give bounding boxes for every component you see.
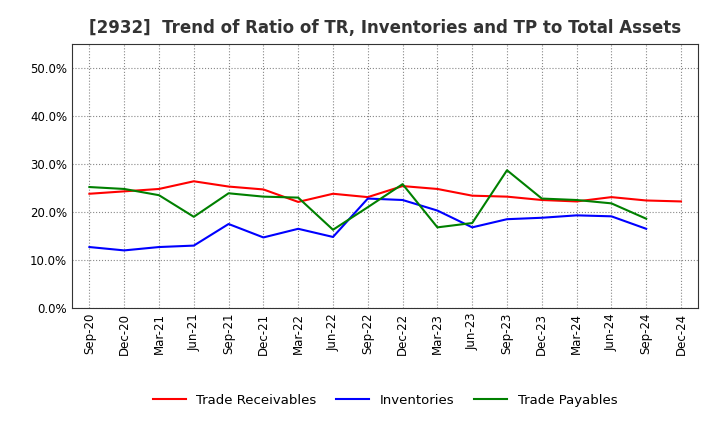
Trade Payables (642, 216, 651, 221)
Trade Payables (294, 195, 302, 200)
Trade Receivables (503, 194, 511, 199)
Trade Receivables (364, 194, 372, 200)
Trade Receivables (189, 179, 198, 184)
Trade Receivables (259, 187, 268, 192)
Trade Receivables (677, 199, 685, 204)
Trade Payables (328, 227, 337, 232)
Inventories (259, 235, 268, 240)
Inventories (537, 215, 546, 220)
Trade Receivables (225, 184, 233, 189)
Trade Receivables (642, 198, 651, 203)
Inventories (503, 216, 511, 222)
Trade Receivables (468, 193, 477, 198)
Inventories (364, 196, 372, 201)
Trade Payables (537, 196, 546, 201)
Trade Receivables (537, 198, 546, 203)
Trade Receivables (155, 186, 163, 191)
Inventories (294, 226, 302, 231)
Trade Payables (225, 191, 233, 196)
Inventories (572, 213, 581, 218)
Inventories (85, 244, 94, 249)
Line: Trade Receivables: Trade Receivables (89, 181, 681, 202)
Inventories (328, 235, 337, 240)
Trade Payables (189, 214, 198, 220)
Inventories (225, 221, 233, 227)
Trade Payables (85, 184, 94, 190)
Trade Receivables (328, 191, 337, 196)
Trade Payables (468, 220, 477, 226)
Trade Receivables (120, 189, 129, 194)
Inventories (155, 244, 163, 249)
Inventories (120, 248, 129, 253)
Trade Receivables (607, 194, 616, 200)
Inventories (398, 198, 407, 203)
Trade Receivables (572, 199, 581, 204)
Inventories (607, 214, 616, 219)
Line: Inventories: Inventories (89, 198, 647, 250)
Title: [2932]  Trend of Ratio of TR, Inventories and TP to Total Assets: [2932] Trend of Ratio of TR, Inventories… (89, 19, 681, 37)
Inventories (433, 208, 442, 213)
Trade Receivables (398, 183, 407, 189)
Inventories (468, 225, 477, 230)
Trade Payables (259, 194, 268, 199)
Trade Receivables (294, 199, 302, 205)
Trade Payables (155, 193, 163, 198)
Trade Payables (364, 205, 372, 210)
Inventories (642, 226, 651, 231)
Trade Payables (607, 201, 616, 206)
Trade Receivables (85, 191, 94, 196)
Legend: Trade Receivables, Inventories, Trade Payables: Trade Receivables, Inventories, Trade Pa… (148, 389, 623, 412)
Line: Trade Payables: Trade Payables (89, 170, 647, 230)
Trade Payables (120, 186, 129, 191)
Trade Payables (398, 182, 407, 187)
Inventories (189, 243, 198, 248)
Trade Payables (433, 225, 442, 230)
Trade Receivables (433, 186, 442, 191)
Trade Payables (503, 168, 511, 173)
Trade Payables (572, 198, 581, 203)
